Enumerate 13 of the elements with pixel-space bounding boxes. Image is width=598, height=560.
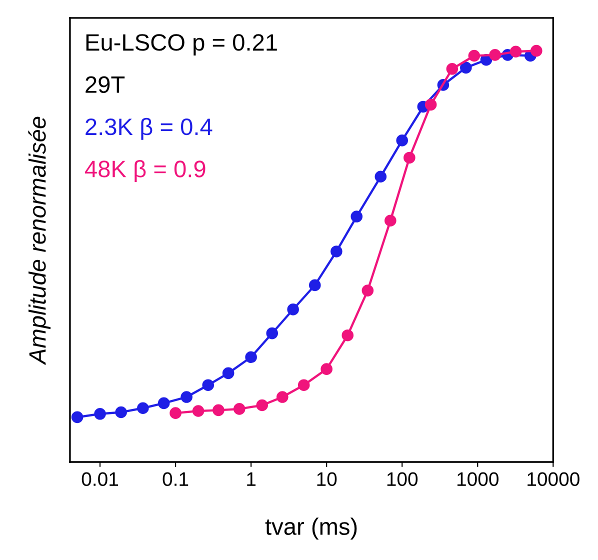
x-tick-label: 1000 xyxy=(457,472,498,486)
x-tick-label: 0.01 xyxy=(82,472,118,486)
x-tick-label: 1 xyxy=(247,472,256,486)
text: 48K β = 0.9 xyxy=(85,160,206,182)
annotation: Eu-LSCO p = 0.21 xyxy=(86,34,277,56)
annotation: 29T xyxy=(86,76,125,93)
x-tick-label: 10 xyxy=(317,472,337,486)
text: 2.3K β = 0.4 xyxy=(86,118,212,140)
x-tick-label: 0.1 xyxy=(162,472,188,486)
x-tick-label: 100 xyxy=(387,472,418,486)
x-tick-label: 10000 xyxy=(528,472,580,486)
y-axis-title: Amplitude renormalisée xyxy=(28,116,51,366)
x-axis-title: tvar (ms) xyxy=(265,518,357,540)
